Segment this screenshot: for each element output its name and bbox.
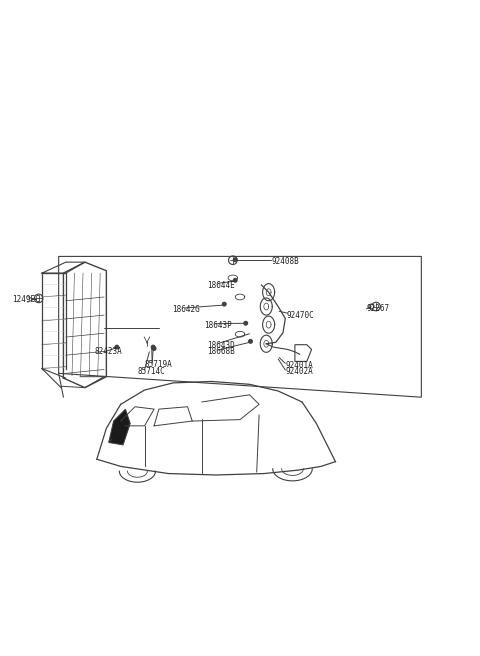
Circle shape (34, 294, 43, 302)
Circle shape (115, 345, 119, 349)
Text: 92470C: 92470C (287, 310, 314, 319)
Polygon shape (295, 344, 312, 361)
Circle shape (222, 302, 226, 306)
Text: 92408B: 92408B (271, 256, 299, 266)
Text: 92401A: 92401A (285, 361, 313, 370)
Text: 18644E: 18644E (207, 281, 235, 289)
Circle shape (244, 321, 248, 325)
Text: 85714C: 85714C (137, 367, 165, 377)
Circle shape (249, 339, 252, 343)
Text: 85719A: 85719A (144, 359, 172, 369)
Circle shape (369, 304, 373, 309)
Text: 92267: 92267 (366, 304, 390, 314)
Text: 18642G: 18642G (172, 305, 200, 314)
Text: 18668B: 18668B (207, 348, 235, 356)
Text: 92402A: 92402A (285, 367, 313, 377)
Polygon shape (109, 409, 130, 445)
Text: 82423A: 82423A (95, 348, 122, 356)
Circle shape (372, 302, 380, 311)
Circle shape (233, 258, 237, 262)
Text: 18643D: 18643D (207, 340, 235, 350)
Text: 1249EC: 1249EC (12, 295, 40, 304)
Circle shape (233, 278, 237, 282)
Circle shape (152, 346, 156, 350)
Text: 18643P: 18643P (204, 321, 231, 330)
Circle shape (228, 256, 237, 264)
Circle shape (151, 345, 155, 349)
